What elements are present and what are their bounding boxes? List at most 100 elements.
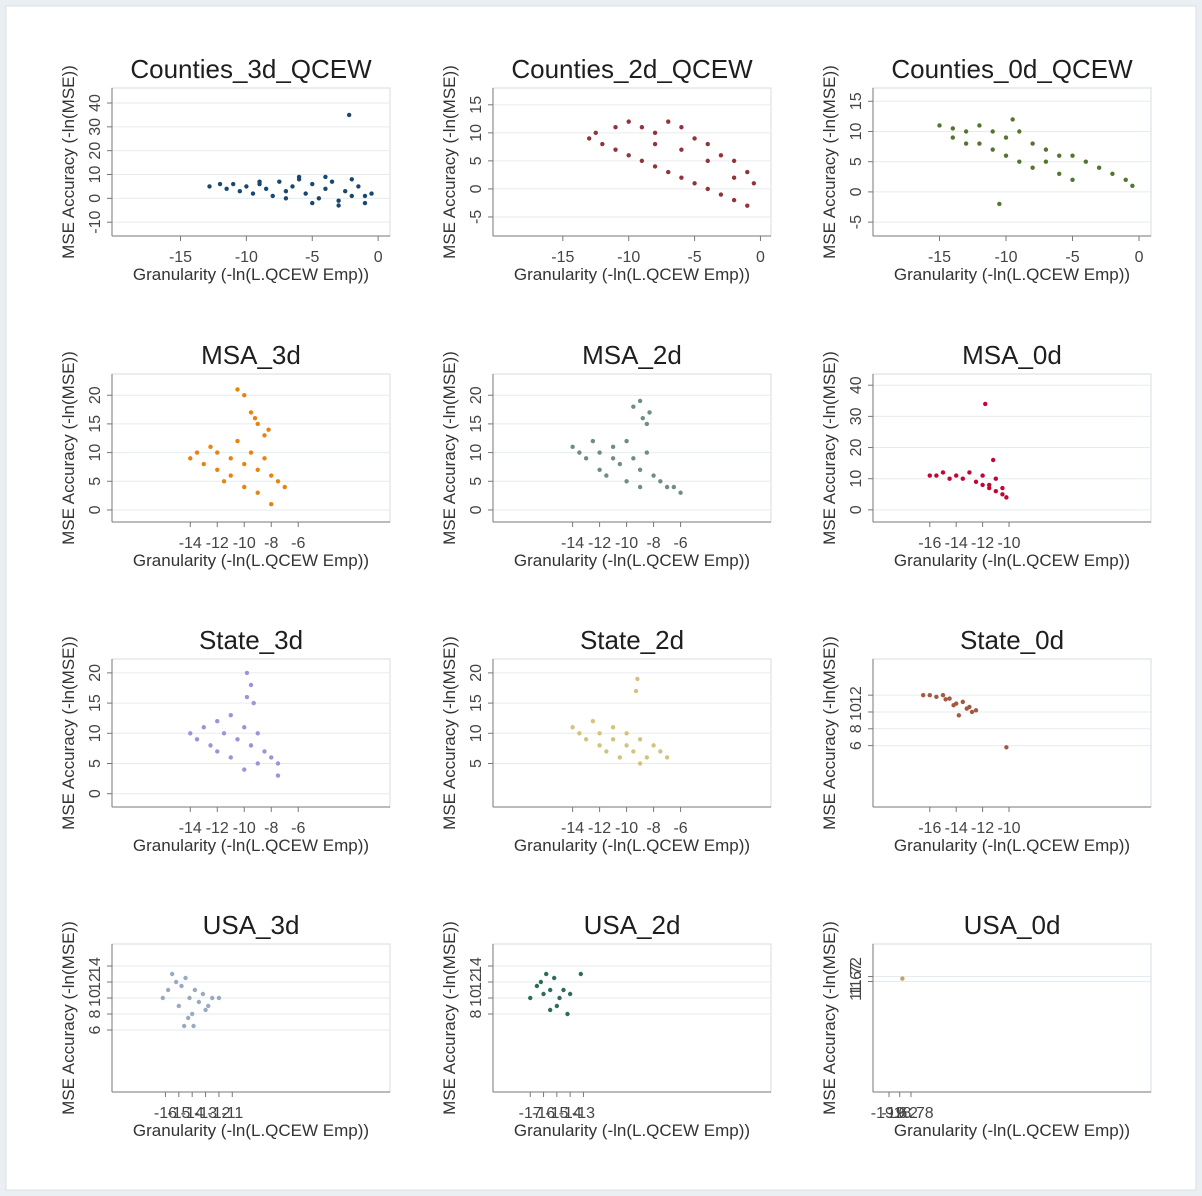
point bbox=[235, 737, 240, 742]
x-axis-label: Granularity (-ln(L.QCEW Emp)) bbox=[133, 265, 369, 284]
point bbox=[633, 688, 639, 694]
x-tick-label: -12 bbox=[971, 535, 994, 552]
y-tick-label: 14 bbox=[468, 957, 485, 975]
point bbox=[206, 1003, 211, 1009]
point bbox=[242, 393, 247, 398]
point bbox=[1110, 171, 1115, 176]
point bbox=[544, 971, 549, 977]
x-axis-label: Granularity (-ln(L.QCEW Emp)) bbox=[133, 551, 369, 570]
y-tick-label: 0 bbox=[848, 505, 865, 514]
point bbox=[275, 761, 281, 766]
point bbox=[183, 975, 188, 981]
point bbox=[705, 141, 710, 147]
x-tick-label: -12 bbox=[207, 1105, 230, 1122]
point bbox=[228, 712, 233, 718]
point bbox=[631, 749, 636, 754]
y-tick-label: -5 bbox=[848, 215, 865, 229]
point bbox=[528, 995, 533, 1001]
y-axis-label: MSE Accuracy (-ln(MSE)) bbox=[820, 921, 839, 1115]
point bbox=[208, 743, 213, 748]
point bbox=[316, 196, 322, 201]
point bbox=[1017, 129, 1022, 134]
y-tick-label: 10 bbox=[87, 166, 104, 184]
y-tick-label: 0 bbox=[848, 187, 865, 196]
x-tick-label: -5 bbox=[687, 249, 701, 266]
y-tick-label: 5 bbox=[848, 157, 865, 166]
point bbox=[248, 682, 254, 688]
point bbox=[583, 737, 589, 742]
point bbox=[652, 141, 658, 147]
panel-title: MSA_2d bbox=[582, 340, 682, 370]
point bbox=[640, 415, 645, 421]
x-tick-label: -16 bbox=[918, 820, 941, 837]
y-tick-label: 20 bbox=[87, 386, 104, 404]
x-axis-label: Granularity (-ln(L.QCEW Emp)) bbox=[894, 1121, 1130, 1140]
point bbox=[937, 123, 942, 128]
point bbox=[692, 136, 697, 141]
point bbox=[1017, 159, 1022, 164]
point bbox=[362, 200, 368, 206]
point bbox=[362, 193, 368, 199]
point bbox=[1000, 485, 1005, 491]
point bbox=[257, 179, 262, 184]
point bbox=[547, 987, 553, 993]
point bbox=[255, 467, 260, 472]
point bbox=[187, 995, 192, 1001]
point bbox=[215, 719, 220, 724]
point bbox=[664, 484, 670, 490]
panel-title: Counties_2d_QCEW bbox=[511, 54, 753, 84]
x-tick-label: -10 bbox=[997, 535, 1020, 552]
plot-area bbox=[111, 87, 391, 237]
point bbox=[228, 456, 233, 461]
point bbox=[993, 488, 999, 494]
y-tick-label: 15 bbox=[87, 415, 104, 433]
y-tick-label: 15 bbox=[468, 96, 485, 114]
point bbox=[290, 184, 295, 189]
point bbox=[731, 158, 737, 164]
point bbox=[1003, 135, 1009, 140]
point bbox=[1004, 745, 1009, 750]
point bbox=[967, 470, 972, 475]
point bbox=[987, 482, 992, 488]
x-axis-label: Granularity (-ln(L.QCEW Emp)) bbox=[894, 551, 1130, 570]
point bbox=[583, 456, 589, 461]
point bbox=[969, 709, 975, 715]
x-tick-label: -10 bbox=[233, 820, 256, 837]
x-axis-label: Granularity (-ln(L.QCEW Emp)) bbox=[514, 836, 750, 855]
point bbox=[173, 979, 179, 985]
point bbox=[310, 181, 315, 187]
point bbox=[997, 201, 1002, 207]
panel-title: Counties_0d_QCEW bbox=[891, 54, 1133, 84]
y-axis-label: MSE Accuracy (-ln(MSE)) bbox=[440, 921, 459, 1115]
point bbox=[565, 1011, 570, 1017]
point bbox=[169, 971, 175, 977]
point bbox=[644, 421, 650, 427]
point bbox=[963, 141, 969, 146]
point bbox=[977, 123, 982, 128]
point bbox=[269, 502, 274, 507]
point bbox=[369, 191, 374, 196]
panel-title: State_3d bbox=[199, 625, 303, 655]
point bbox=[637, 467, 643, 472]
point bbox=[248, 743, 254, 748]
x-tick-label: -15 bbox=[928, 249, 951, 266]
point bbox=[252, 415, 258, 421]
y-axis-label: MSE Accuracy (-ln(MSE)) bbox=[440, 351, 459, 545]
point bbox=[200, 991, 206, 997]
point bbox=[242, 725, 247, 730]
point bbox=[1123, 177, 1128, 183]
point bbox=[987, 485, 992, 491]
point bbox=[666, 119, 671, 124]
x-tick-label: -10 bbox=[615, 535, 638, 552]
point bbox=[679, 147, 684, 152]
x-tick-label: -12 bbox=[588, 820, 611, 837]
point bbox=[235, 438, 240, 444]
y-tick-label: 8 bbox=[848, 724, 865, 733]
point bbox=[631, 404, 636, 409]
point bbox=[577, 731, 582, 736]
panel-title: MSA_3d bbox=[201, 340, 301, 370]
y-tick-label: 10 bbox=[468, 724, 485, 742]
x-tick-label: -6 bbox=[291, 820, 305, 837]
point bbox=[228, 755, 233, 760]
